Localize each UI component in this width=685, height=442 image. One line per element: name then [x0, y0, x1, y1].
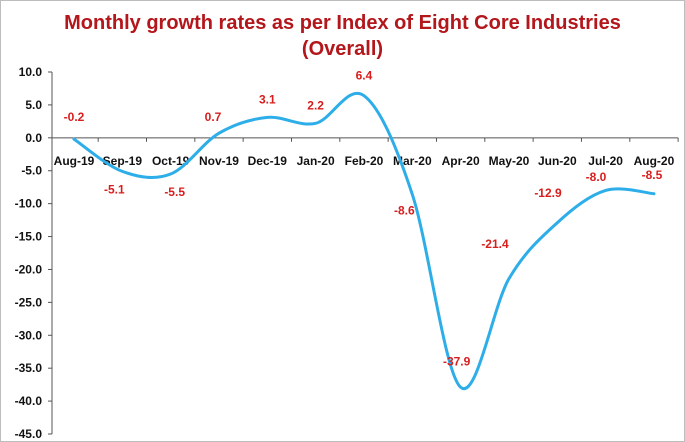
x-category-label: Sep-19 — [103, 154, 143, 168]
data-label: -37.9 — [443, 354, 471, 368]
chart-title: Monthly growth rates as per Index of Eig… — [0, 10, 685, 62]
x-category-label: Jun-20 — [538, 154, 577, 168]
x-category-label: Oct-19 — [152, 154, 190, 168]
y-tick-label: 0.0 — [25, 131, 42, 145]
y-tick-label: -30.0 — [15, 328, 43, 342]
data-label: -12.9 — [534, 186, 562, 200]
x-category-label: Aug-19 — [54, 154, 95, 168]
axes: 10.0 5.0 0.0 -5.0 -10.0 -15.0 -20.0 -25.0 -30.0 -… — [15, 65, 679, 441]
y-tick-label: 10.0 — [19, 65, 43, 79]
y-tick-label: -20.0 — [15, 262, 43, 276]
data-label: 2.2 — [307, 98, 324, 112]
series-line-group — [72, 91, 656, 391]
data-label: -8.5 — [642, 168, 663, 182]
data-label: -8.6 — [394, 203, 415, 217]
y-tick-label: -35.0 — [15, 361, 43, 375]
y-tick-label: -45.0 — [15, 427, 43, 441]
data-label: 3.1 — [259, 92, 276, 106]
y-tick-label: -40.0 — [15, 394, 43, 408]
x-category-label: Apr-20 — [442, 154, 480, 168]
x-category-label: Dec-19 — [248, 154, 288, 168]
y-tick-label: 5.0 — [25, 98, 42, 112]
x-category-label: Feb-20 — [345, 154, 384, 168]
data-label: -21.4 — [481, 237, 509, 251]
y-tick-label: -15.0 — [15, 230, 43, 244]
data-label: 6.4 — [356, 69, 373, 83]
y-tick-label: -10.0 — [15, 197, 43, 211]
data-label: -0.2 — [64, 110, 85, 124]
data-label: -5.5 — [164, 185, 185, 199]
chart-title-line-1: Monthly growth rates as per Index of Eig… — [64, 12, 621, 34]
x-category-label: Nov-19 — [199, 154, 239, 168]
data-label: 0.7 — [205, 110, 222, 124]
y-tick-label: -5.0 — [21, 164, 42, 178]
chart-title-line-2: (Overall) — [301, 38, 384, 60]
y-tick-label: -25.0 — [15, 295, 43, 309]
x-category-label: Jul-20 — [588, 154, 623, 168]
data-label: -5.1 — [104, 182, 125, 196]
data-label: -8.0 — [586, 170, 607, 184]
data-labels: -0.2 -5.1 -5.5 0.7 3.1 2.2 6.4 -8.6 -37.9 -21.4 -1… — [64, 69, 663, 369]
series-line — [72, 91, 656, 391]
x-category-label: Jan-20 — [297, 154, 335, 168]
x-category-label: May-20 — [489, 154, 530, 168]
x-category-label: Aug-20 — [634, 154, 675, 168]
